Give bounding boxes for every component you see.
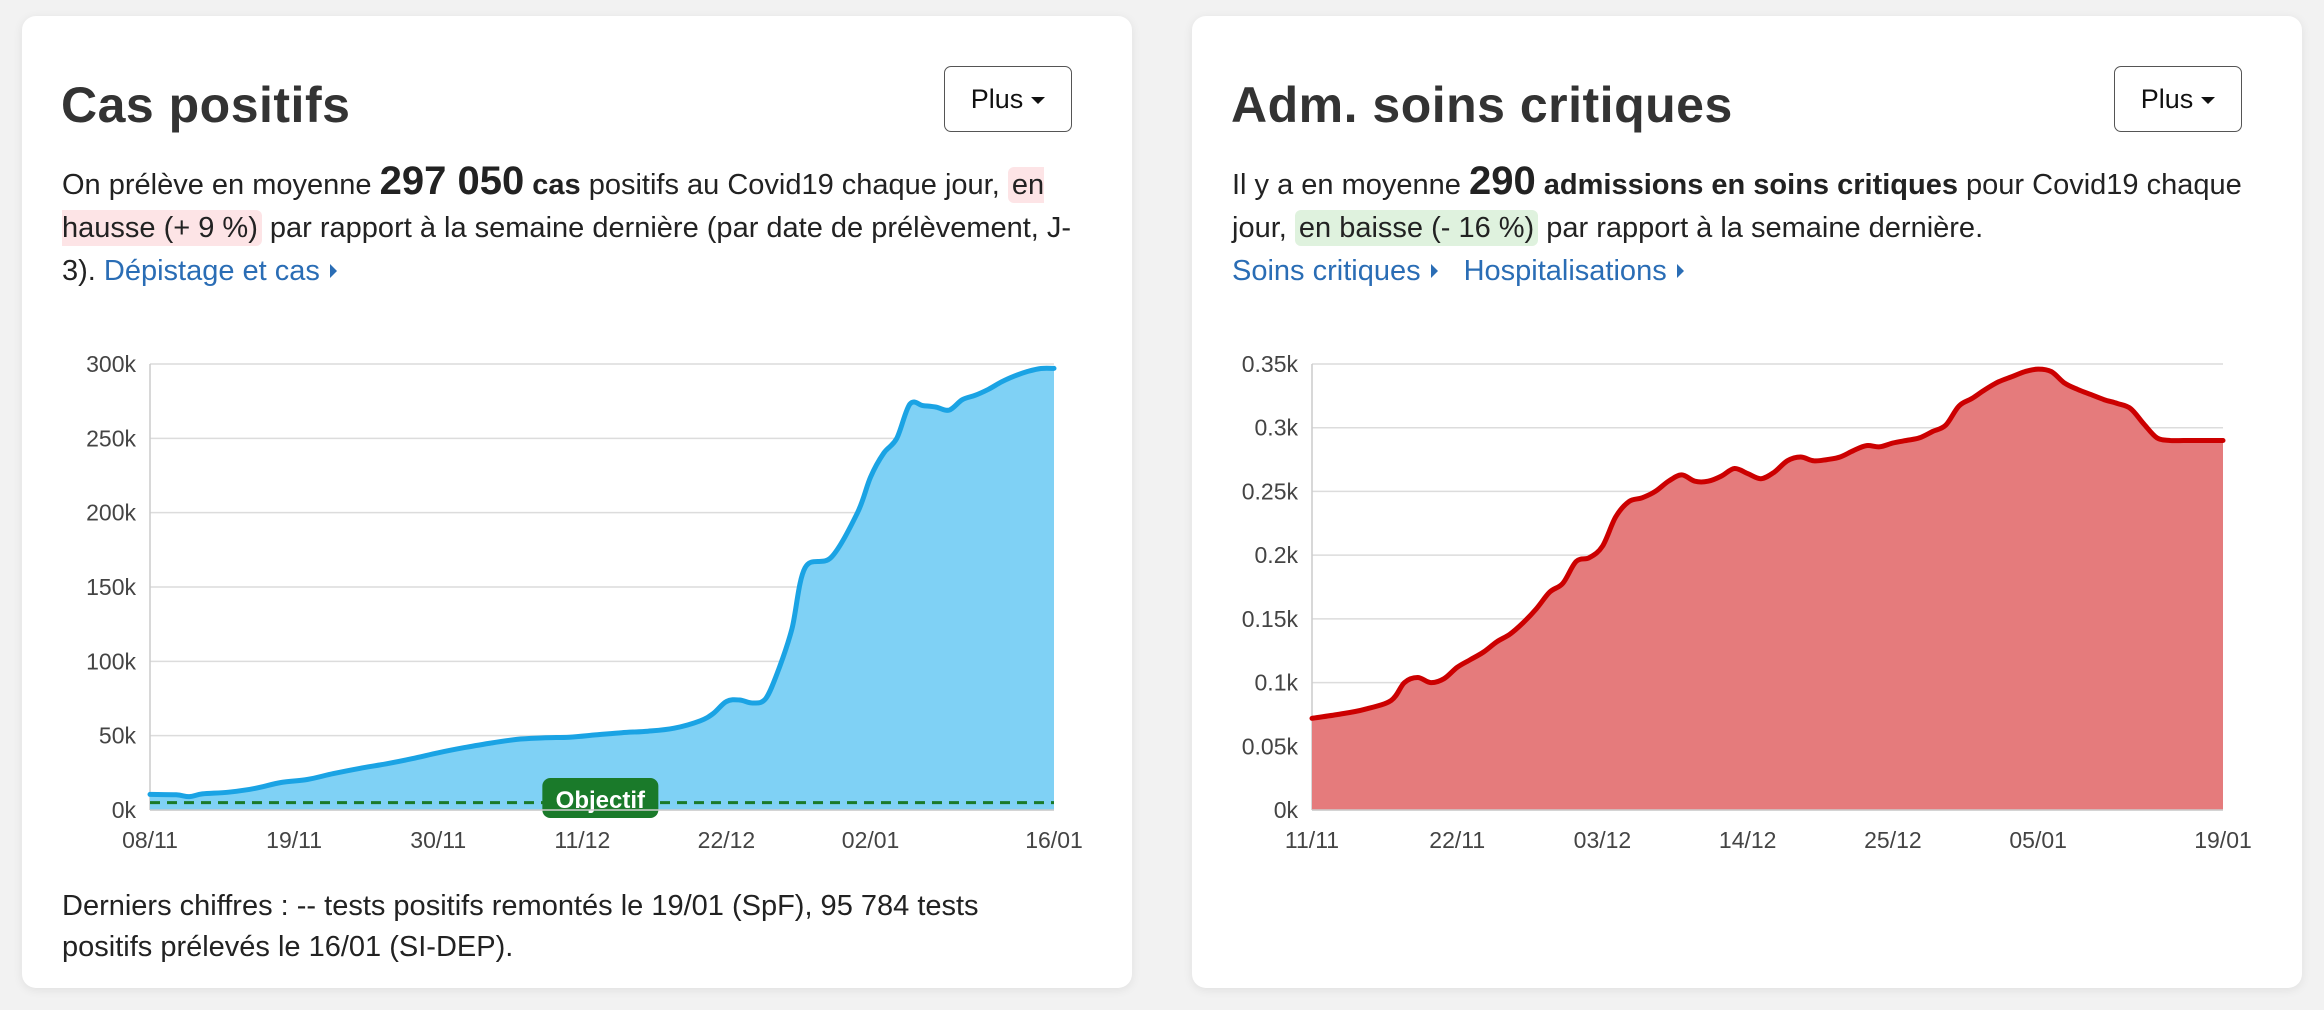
- cases-card: Cas positifs Plus On prélève en moyenne …: [22, 16, 1132, 988]
- y-tick-label: 50k: [99, 723, 137, 749]
- x-tick-label: 14/12: [1719, 827, 1777, 853]
- y-tick-label: 100k: [86, 648, 136, 674]
- cases-chart: 0k 50k 100k 150k 200k 250k 300k 08/11 19/11 30/11…: [86, 351, 1083, 853]
- y-tick-label: 0k: [112, 797, 137, 823]
- x-tick-label: 19/11: [266, 827, 322, 853]
- x-tick-label: 11/12: [554, 827, 610, 853]
- latest-figures-note: Derniers chiffres : -- tests positifs re…: [62, 890, 979, 963]
- summary-prefix: On prélève en moyenne: [62, 169, 380, 201]
- series-line: [147, 365, 1057, 800]
- trend-badge: en baisse (- 16 %): [1294, 210, 1539, 246]
- x-tick-label: 03/12: [1574, 827, 1632, 853]
- y-tick-label: 0.2k: [1255, 542, 1299, 568]
- y-tick-label: 0.25k: [1242, 478, 1299, 504]
- x-tick-label: 22/12: [698, 827, 756, 853]
- y-tick-label: 0.35k: [1242, 351, 1299, 377]
- card-title: Adm. soins critiques: [1231, 77, 1733, 133]
- caret-down-icon: [2201, 97, 2216, 104]
- x-tick-label: 19/01: [2194, 827, 2252, 853]
- x-tick-label: 16/01: [1025, 827, 1083, 853]
- summary-prefix: Il y a en moyenne: [1232, 169, 1469, 201]
- caret-right-icon: [1430, 264, 1438, 278]
- x-tick-label: 30/11: [410, 827, 466, 853]
- summary-suffix: par rapport à la semaine dernière (par d…: [62, 212, 1072, 287]
- objective-badge: [542, 778, 659, 818]
- x-tick-label: 08/11: [122, 827, 178, 853]
- y-tick-label: 0k: [1274, 797, 1299, 823]
- x-tick-label: 22/11: [1429, 827, 1485, 853]
- summary-text: On prélève en moyenne 297 050 cas positi…: [62, 160, 1094, 293]
- plus-button-label: Plus: [970, 83, 1024, 114]
- card-title: Cas positifs: [61, 77, 351, 133]
- y-tick-label: 0.15k: [1242, 606, 1299, 632]
- y-tick-label: 150k: [86, 574, 136, 600]
- icu-card: Adm. soins critiques Plus Il y a en moye…: [1192, 16, 2302, 988]
- x-tick-label: 05/01: [2009, 827, 2067, 853]
- link-label: Dépistage et cas: [103, 255, 320, 287]
- caret-right-icon: [329, 264, 337, 278]
- caret-down-icon: [1031, 97, 1046, 104]
- x-tick-label: 25/12: [1864, 827, 1922, 853]
- series-area: [150, 368, 1054, 810]
- plus-dropdown-button[interactable]: Plus: [2114, 66, 2242, 132]
- summary-middle: positifs au Covid19 chaque jour,: [580, 169, 1008, 201]
- average-value: 297 050: [379, 159, 525, 203]
- link-soins-critiques[interactable]: Soins critiques: [1232, 255, 1438, 287]
- y-tick-label: 0.3k: [1255, 415, 1299, 441]
- link-hospitalisations[interactable]: Hospitalisations: [1464, 255, 1684, 287]
- series-line: [1309, 366, 2226, 721]
- link-label: Hospitalisations: [1463, 255, 1667, 287]
- link-label: Soins critiques: [1232, 255, 1421, 287]
- y-tick-label: 0.1k: [1255, 670, 1299, 696]
- y-tick-label: 250k: [86, 425, 136, 451]
- y-tick-label: 0.05k: [1242, 733, 1299, 759]
- value-unit: cas: [524, 169, 581, 201]
- plus-button-label: Plus: [2140, 83, 2194, 114]
- value-unit: admissions en soins critiques: [1535, 169, 1958, 201]
- y-tick-label: 300k: [86, 351, 136, 377]
- average-value: 290: [1468, 159, 1536, 203]
- series-area: [1312, 369, 2223, 810]
- caret-right-icon: [1676, 264, 1684, 278]
- y-tick-label: 200k: [86, 500, 136, 526]
- link-depistage[interactable]: Dépistage et cas: [104, 255, 337, 287]
- plus-dropdown-button[interactable]: Plus: [944, 66, 1072, 132]
- summary-suffix: par rapport à la semaine dernière.: [1546, 212, 1984, 244]
- icu-chart: 0k 0.05k 0.1k 0.15k 0.2k 0.25k 0.3k 0.35k 11/11 2…: [1242, 351, 2252, 853]
- x-tick-label: 02/01: [842, 827, 900, 853]
- summary-middle: pour Covid19 chaque jour,: [1232, 169, 2242, 244]
- x-tick-label: 11/11: [1285, 827, 1339, 853]
- summary-text: Il y a en moyenne 290 admissions en soin…: [1232, 160, 2264, 293]
- objective-label: Objectif: [542, 778, 659, 818]
